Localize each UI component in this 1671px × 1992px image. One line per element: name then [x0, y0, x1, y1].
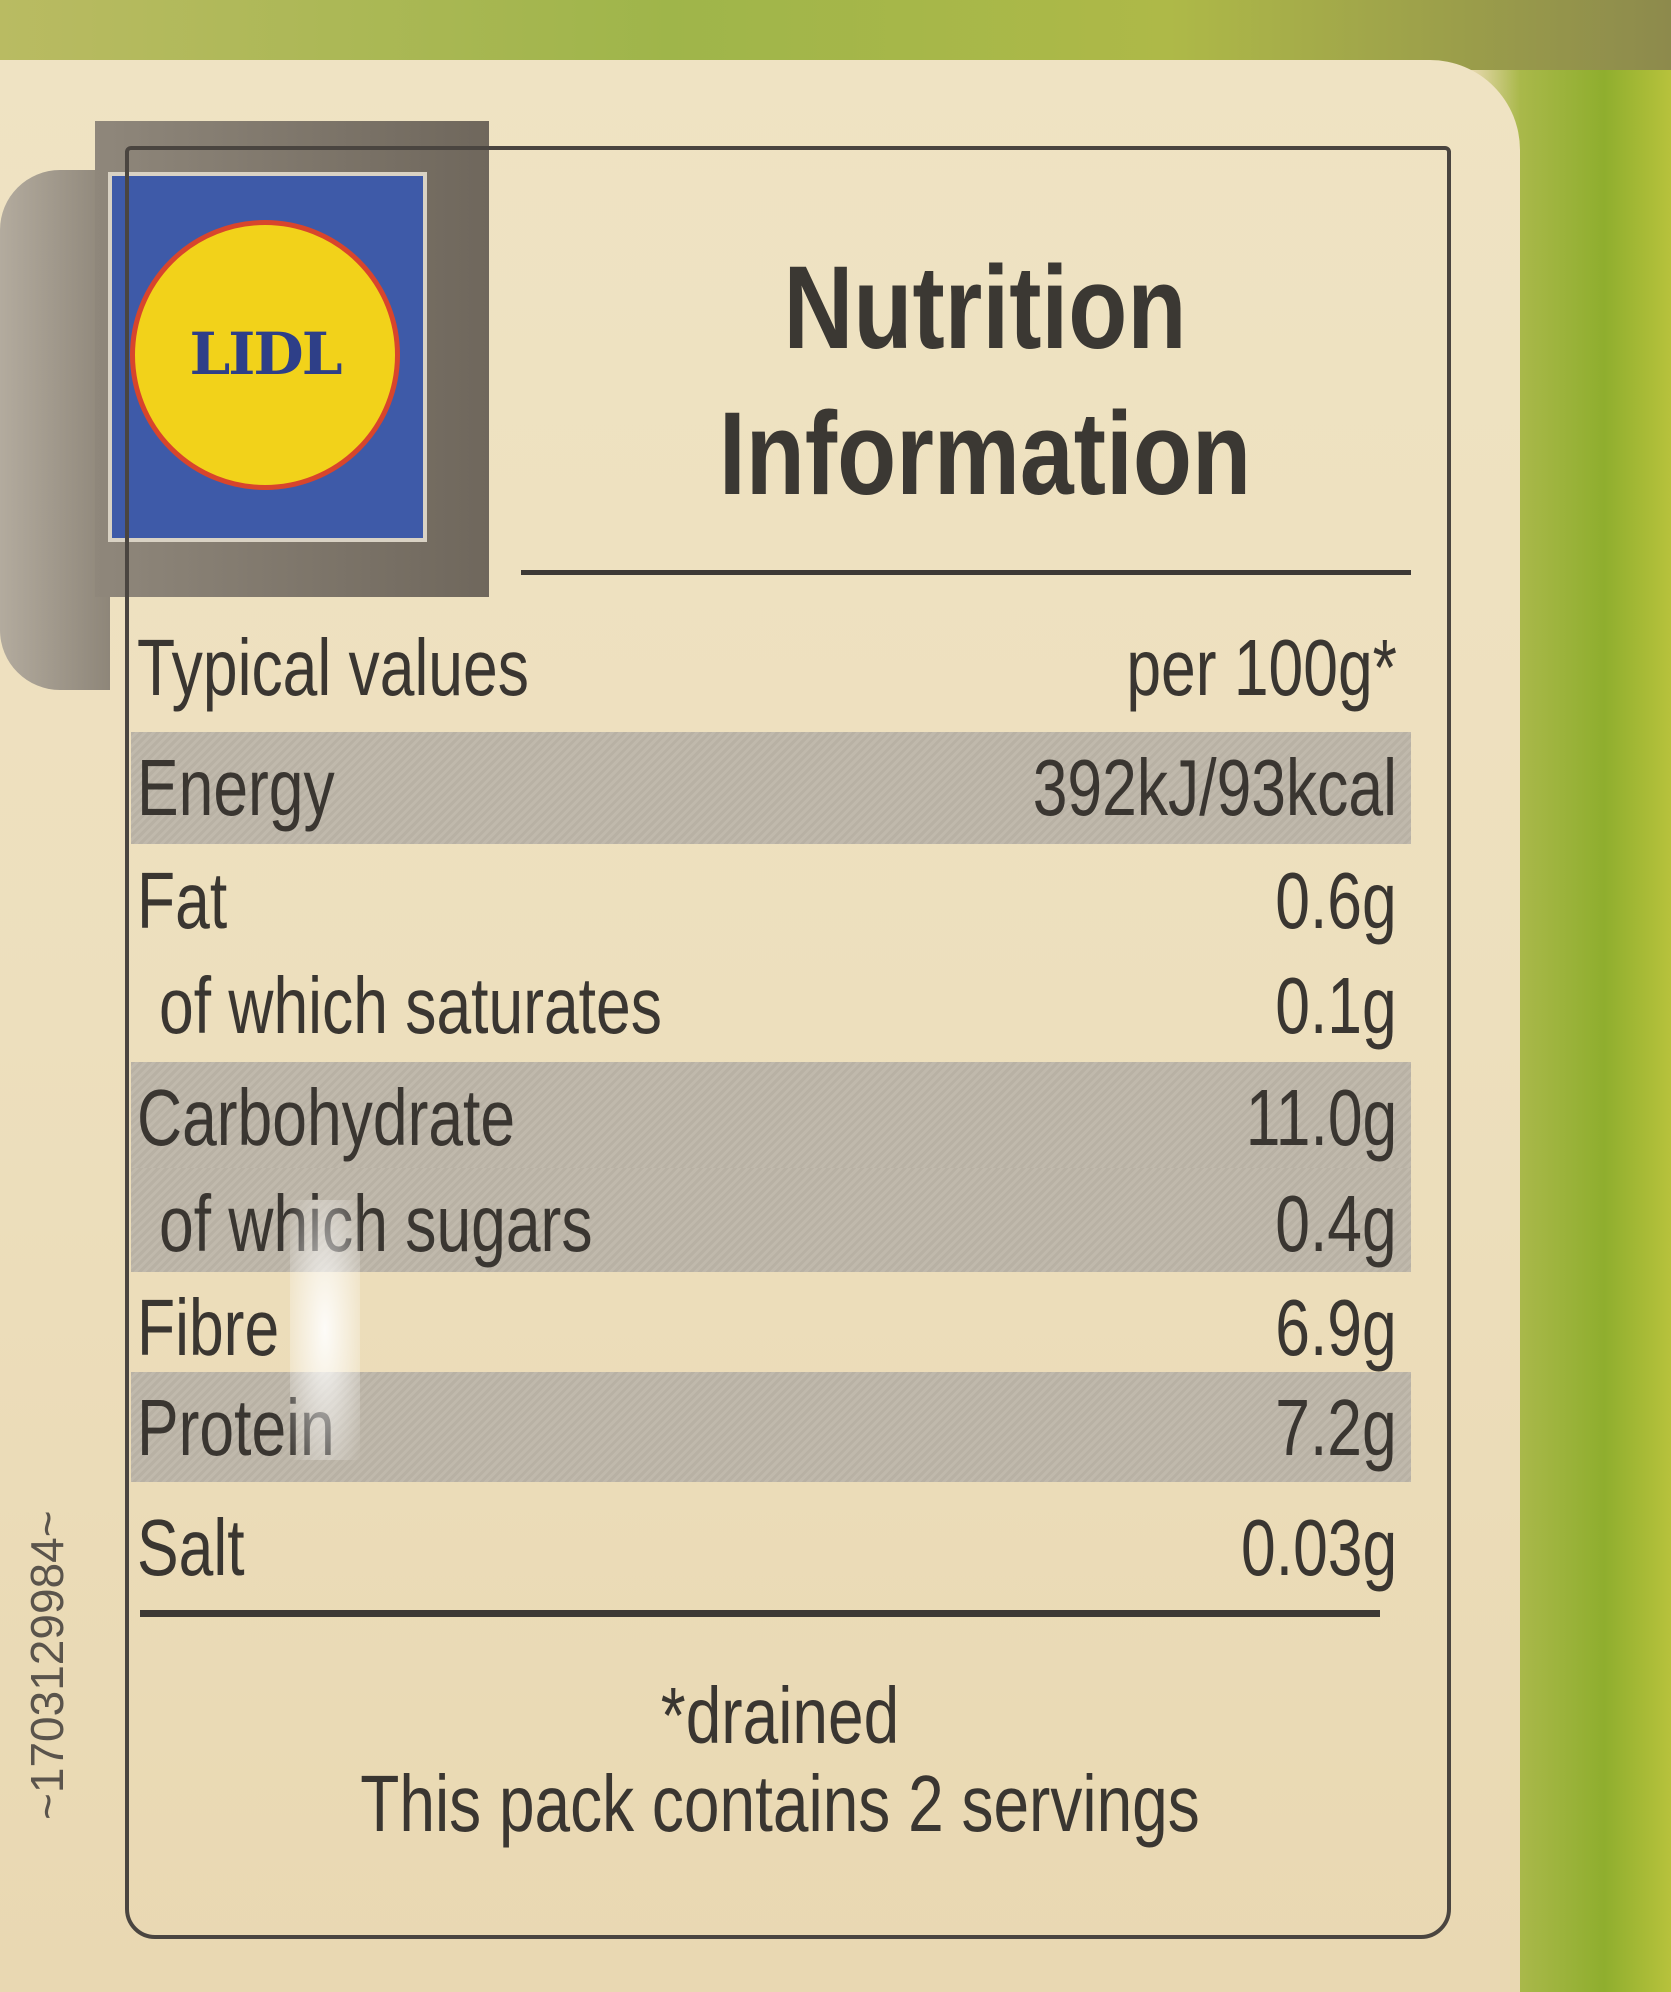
row-value: 11.0g	[1245, 1073, 1397, 1162]
packaging-top	[0, 0, 1671, 70]
row-label: Fibre	[137, 1283, 280, 1372]
row-value: 392kJ/93kcal	[1032, 743, 1397, 832]
row-label: of which sugars	[159, 1179, 593, 1268]
light-glare	[290, 1200, 360, 1460]
lidl-logo-circle: LIDL	[130, 220, 400, 490]
table-bottom-rule	[140, 1610, 1380, 1617]
row-label: Energy	[137, 743, 335, 832]
header-label: Typical values	[137, 623, 529, 712]
row-label: Fat	[137, 856, 228, 945]
table-row-saturates: of which saturates 0.1g	[131, 950, 1411, 1062]
table-row-carbohydrate: Carbohydrate 11.0g	[131, 1062, 1411, 1168]
table-row-fat: Fat 0.6g	[131, 845, 1411, 957]
table-row-energy: Energy 392kJ/93kcal	[131, 732, 1411, 844]
row-label: of which saturates	[159, 961, 662, 1050]
header-value: per 100g*	[1126, 623, 1397, 712]
table-header-row: Typical values per 100g*	[131, 612, 1411, 724]
row-value: 7.2g	[1275, 1383, 1397, 1472]
row-value: 0.6g	[1275, 856, 1397, 945]
lidl-logo-text: LIDL	[189, 320, 343, 388]
title-line-2: Information	[718, 388, 1252, 520]
logo-ribbon	[0, 170, 110, 690]
row-value: 0.1g	[1275, 961, 1397, 1050]
row-value: 0.4g	[1275, 1179, 1397, 1268]
nutrition-panel	[125, 146, 1451, 1939]
row-label: Carbohydrate	[137, 1073, 516, 1162]
title-divider	[521, 570, 1411, 575]
servings-note: This pack contains 2 servings	[360, 1759, 1200, 1848]
title-line-1: Nutrition	[783, 242, 1187, 374]
row-value: 6.9g	[1275, 1283, 1397, 1372]
row-value: 0.03g	[1240, 1503, 1397, 1592]
side-code: ~1703129984~	[21, 1510, 73, 1820]
table-row-fibre: Fibre 6.9g	[131, 1272, 1411, 1384]
table-row-salt: Salt 0.03g	[131, 1492, 1411, 1604]
row-label: Salt	[137, 1503, 245, 1592]
footnote-drained: *drained	[660, 1671, 900, 1760]
